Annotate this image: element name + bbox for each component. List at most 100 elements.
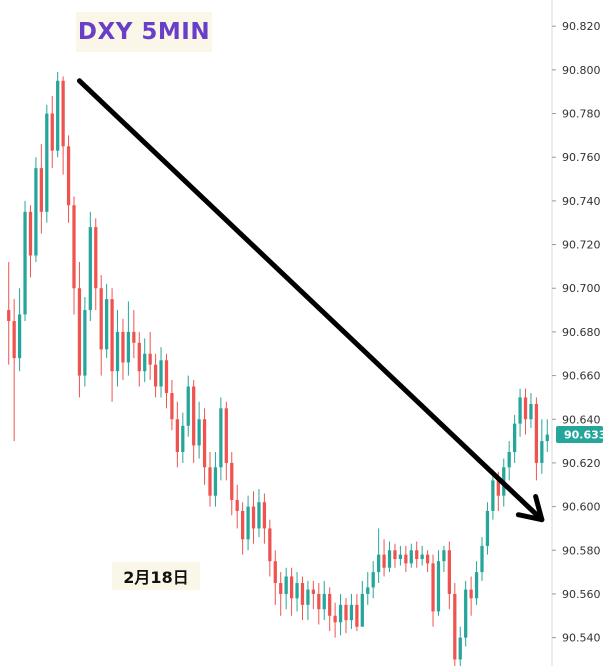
- candle-body: [77, 288, 82, 376]
- candle-body: [39, 168, 43, 212]
- candle-body: [289, 576, 294, 599]
- candle-body: [480, 545, 484, 573]
- candle-body: [137, 342, 141, 372]
- candle-body: [153, 364, 158, 387]
- candle-body: [284, 576, 288, 594]
- candle-body: [328, 593, 332, 616]
- candle-body: [105, 299, 109, 350]
- candle-body: [431, 563, 435, 612]
- candle-body: [453, 593, 457, 660]
- y-tick-label: 90.820: [562, 20, 601, 33]
- candle-body: [23, 211, 27, 315]
- candle-body: [474, 572, 479, 599]
- candle-body: [387, 550, 392, 568]
- last-price-badge: [556, 426, 603, 444]
- candle-body: [132, 331, 136, 343]
- candle-body: [382, 554, 386, 568]
- candle-body: [273, 561, 277, 584]
- candle-body: [349, 604, 354, 621]
- candle-body: [83, 310, 87, 376]
- y-tick-label: 90.660: [562, 370, 601, 383]
- candle-body: [34, 168, 38, 256]
- candle-body: [94, 227, 98, 289]
- candle-body: [121, 331, 125, 363]
- y-tick-label: 90.680: [562, 326, 601, 339]
- candle-body: [175, 419, 179, 453]
- candle-body: [45, 113, 49, 212]
- candle-body: [219, 408, 223, 468]
- candle-body: [344, 604, 348, 621]
- candle-body: [246, 506, 250, 540]
- candle-body: [28, 211, 33, 256]
- candle-body: [257, 502, 261, 529]
- candle-body: [56, 80, 60, 151]
- y-tick-label: 90.700: [562, 282, 601, 295]
- candle-body: [513, 423, 517, 453]
- candle-body: [442, 550, 446, 562]
- candle-body: [523, 397, 528, 420]
- candle-body: [464, 589, 468, 638]
- candle-body: [181, 425, 185, 453]
- candle-body: [235, 500, 239, 511]
- candle-body: [213, 467, 218, 496]
- trend-arrow: [76, 78, 545, 523]
- candle-body: [333, 615, 337, 623]
- candle-body: [115, 331, 120, 372]
- candle-body: [415, 550, 419, 560]
- candle-body: [496, 480, 500, 496]
- candle-body: [186, 386, 190, 426]
- candle-body: [197, 419, 201, 446]
- candle-body: [355, 604, 359, 627]
- candle-body: [268, 528, 272, 562]
- candle-body: [436, 561, 441, 612]
- candle-body: [17, 314, 22, 359]
- candle-body: [534, 403, 539, 463]
- chart-title-box: DXY 5MIN: [76, 12, 212, 52]
- candle-body: [491, 480, 495, 511]
- candle-body: [366, 587, 370, 594]
- candle-body: [192, 386, 196, 446]
- candle-body: [202, 419, 207, 468]
- candle-body: [360, 593, 364, 627]
- candle-body: [338, 604, 343, 623]
- candle-body: [88, 227, 92, 311]
- candle-body: [377, 554, 381, 573]
- candle-body: [545, 434, 549, 442]
- last-price-value: 90.633: [564, 429, 603, 442]
- candle-body: [148, 353, 152, 365]
- candle-body: [7, 310, 11, 321]
- candle-body: [311, 589, 315, 594]
- candle-body: [425, 554, 430, 564]
- candle-body: [164, 360, 169, 394]
- candle-body: [529, 403, 533, 420]
- price-axis[interactable]: 90.820 90.800 90.780 90.760 90.740 90.720 90.7…: [552, 20, 601, 645]
- date-annotation-box: 2月18日: [112, 562, 200, 590]
- y-tick-label: 90.800: [562, 64, 601, 77]
- candle-body: [540, 441, 544, 463]
- candle-body: [251, 506, 256, 529]
- candle-body: [404, 554, 408, 564]
- candle-body: [322, 593, 326, 610]
- candle-body: [485, 510, 490, 546]
- y-tick-label: 90.540: [562, 632, 601, 645]
- candle-body: [143, 353, 147, 372]
- candle-body: [447, 550, 451, 594]
- candle-body: [393, 550, 397, 560]
- y-tick-label: 90.720: [562, 239, 601, 252]
- candle-body: [458, 637, 462, 660]
- trend-arrow-shaft: [76, 78, 545, 523]
- candle-body: [126, 331, 131, 363]
- candle-body: [99, 288, 103, 350]
- candle-body: [159, 360, 163, 387]
- candle-body: [12, 320, 16, 359]
- candle-body: [518, 397, 522, 424]
- candle-body: [306, 589, 310, 605]
- candle-body: [224, 408, 228, 463]
- candle-body: [409, 550, 413, 564]
- candle-body: [230, 462, 234, 501]
- candle-body: [398, 554, 403, 560]
- candle-body: [66, 146, 71, 206]
- candles-group: [7, 72, 549, 666]
- candle-body: [371, 572, 375, 588]
